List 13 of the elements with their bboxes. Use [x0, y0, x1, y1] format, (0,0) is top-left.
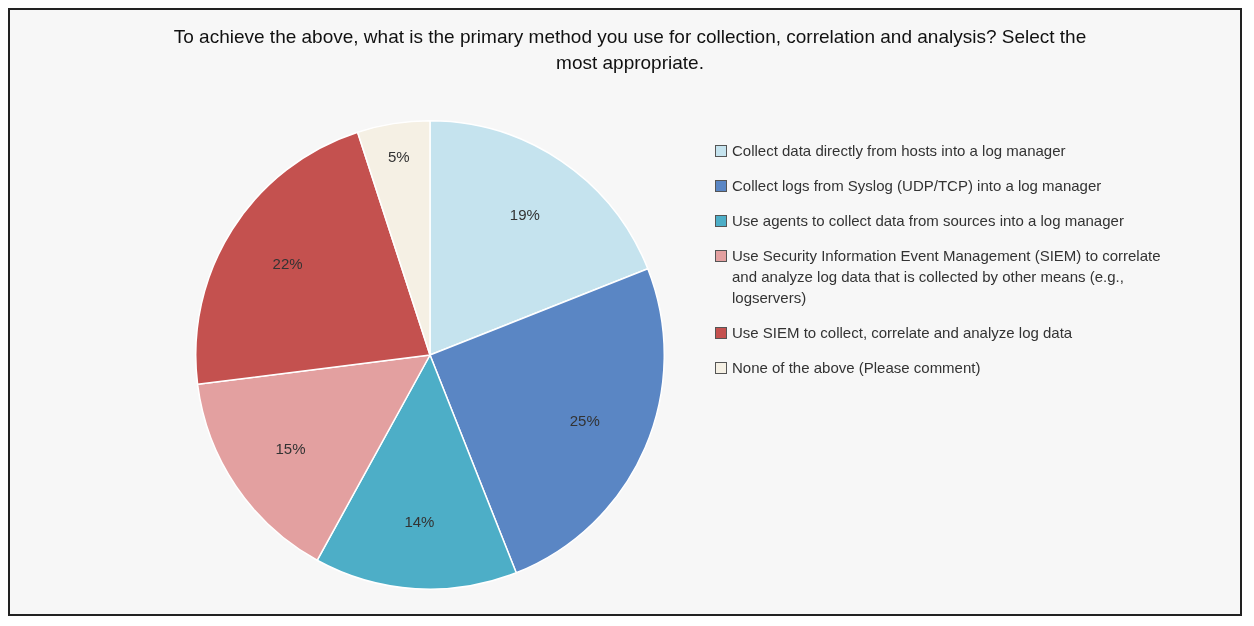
data-label: 22% — [272, 254, 303, 272]
data-label: 15% — [275, 439, 306, 457]
legend-label: Collect data directly from hosts into a log manager — [732, 141, 1066, 161]
chart-title: To achieve the above, what is the primary method you use for collection, correlation and analysis? Select the most appropriate. — [172, 25, 1088, 75]
legend-label: Use agents to collect data from sources into a log manager — [732, 211, 1124, 231]
data-label: 14% — [404, 513, 435, 531]
legend-label: None of the above (Please comment) — [732, 358, 981, 378]
legend-label: Collect logs from Syslog (UDP/TCP) into a log manager — [732, 176, 1102, 196]
data-label: 19% — [509, 205, 540, 223]
legend-label: Use SIEM to collect, correlate and analyze log data — [732, 323, 1073, 343]
data-label: 5% — [388, 148, 410, 166]
legend-label: Use Security Information Event Management (SIEM) to correlate and analyze log data that is collected by other means (e.g., logservers) — [732, 246, 1162, 308]
data-label: 25% — [569, 412, 600, 430]
